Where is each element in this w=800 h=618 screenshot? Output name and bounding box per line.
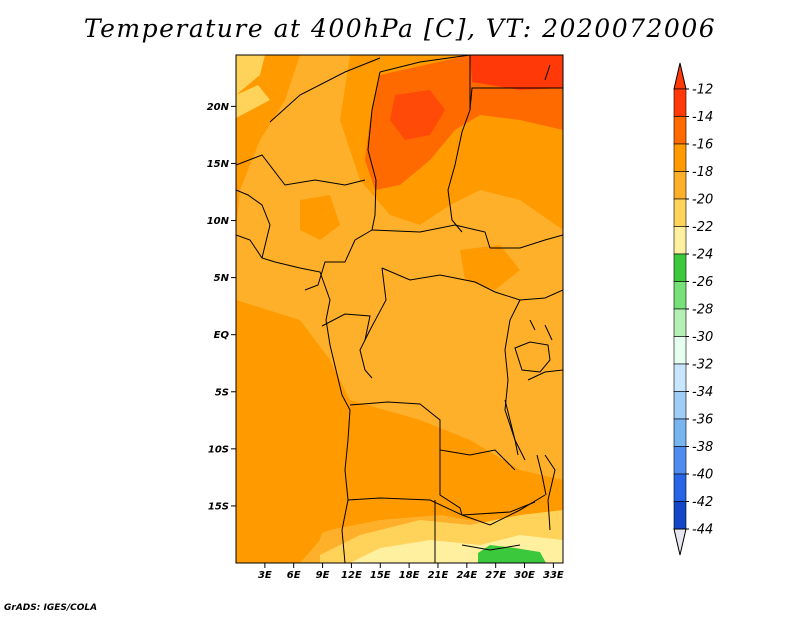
temperature-field: [236, 55, 563, 563]
lat-tick-label: 10N: [207, 216, 230, 227]
colorbar-swatch: [673, 143, 687, 172]
boundary-mozambique: [544, 454, 556, 531]
lon-tick-label: 27E: [485, 570, 506, 581]
boundary-car-south: [381, 267, 521, 301]
colorbar-swatch: [673, 391, 687, 420]
longitude-axis: 3E 6E 9E 12E 15E 18E 21E 24E 27E 30E 33E: [258, 563, 564, 581]
colorbar-swatch: [673, 336, 687, 365]
field-band-southwest: [236, 390, 330, 563]
colorbar-label: -42: [692, 495, 713, 510]
lon-tick-label: 21E: [428, 570, 449, 581]
colorbar-legend: -12 -14 -16 -18 -20 -22 -24 -26 -28 -30 -32 -34 -36 -…: [673, 62, 713, 556]
field-hot-northeast: [470, 55, 563, 90]
boundary-libya-chad: [379, 55, 471, 73]
colorbar-swatch: [673, 171, 687, 200]
lon-tick-label: 3E: [258, 570, 272, 581]
lon-tick-label: 30E: [514, 570, 535, 581]
boundary-nigeria-cameroon: [304, 229, 373, 291]
colorbar-swatch: [673, 473, 687, 502]
boundary-west-africa: [236, 189, 271, 259]
map-frame: [235, 54, 564, 564]
lat-tick-label: 10S: [208, 444, 229, 455]
boundary-west-coast: [236, 234, 351, 563]
boundary-lake-tanganyika: [504, 399, 519, 456]
field-cool-northwest-2: [236, 85, 270, 118]
map-title: Temperature at 400hPa [C], VT: 202007200…: [83, 14, 717, 43]
lon-tick-label: 6E: [287, 570, 301, 581]
boundary-lake-malawi: [536, 454, 547, 496]
boundary-lake-victoria: [514, 341, 551, 373]
colorbar-swatch: [673, 116, 687, 145]
boundary-chad-sudan-west: [447, 109, 471, 233]
colorbar-label: -32: [692, 358, 713, 373]
colorbar-swatch: [673, 446, 687, 475]
colorbar-top-arrow: [673, 62, 687, 90]
boundary-angola-drc: [349, 401, 516, 471]
boundary-angola-namibia: [347, 497, 536, 516]
colorbar-label: -20: [692, 193, 713, 208]
lat-tick-label: 20N: [207, 102, 230, 113]
lon-tick-label: 9E: [316, 570, 330, 581]
colorbar-label: -24: [692, 248, 713, 263]
lon-tick-label: 24E: [456, 570, 477, 581]
colorbar-swatch: [673, 501, 687, 530]
colorbar-swatch: [673, 418, 687, 447]
boundary-sudan-south: [490, 234, 563, 249]
colorbar-swatch: [673, 198, 687, 227]
colorbar-swatch: [673, 281, 687, 310]
colorbar-swatch: [673, 88, 687, 117]
colorbar-label: -14: [692, 110, 713, 125]
colorbar-swatch: [673, 226, 687, 255]
boundary-chad-car: [371, 224, 491, 249]
field-patch-central: [300, 195, 340, 240]
colorbar-label: -22: [692, 220, 713, 235]
colorbar-label: -38: [692, 440, 713, 455]
colorbar-swatch: [673, 363, 687, 392]
field-hot-spot: [390, 90, 445, 140]
boundary-egypt-sudan: [469, 55, 563, 111]
colorbar-swatch: [673, 308, 687, 337]
lat-tick-label: EQ: [214, 330, 230, 341]
boundary-east-african: [519, 289, 563, 301]
colorbar-swatch: [673, 253, 687, 282]
lon-tick-label: 12E: [341, 570, 362, 581]
colorbar-label: -12: [692, 83, 713, 98]
boundary-zambia-zimbabwe: [461, 494, 546, 526]
colorbar-label: -40: [692, 468, 713, 483]
lat-tick-label: 15N: [207, 159, 230, 170]
field-patch-east: [460, 245, 520, 290]
colorbar-label: -30: [692, 330, 713, 345]
boundary-niger-chad: [367, 71, 381, 231]
boundary-niger-nigeria: [236, 154, 366, 186]
boundary-angola-zambia: [439, 450, 463, 516]
grads-credit: GrADS: IGES/COLA: [4, 603, 98, 613]
colorbar-label: -34: [692, 385, 713, 400]
field-cool-northwest: [236, 55, 265, 95]
latitude-axis: 20N 15N 10N 5N EQ 5S 10S 15S: [207, 102, 236, 512]
boundary-algeria-niger: [269, 57, 381, 123]
colorbar-label: -16: [692, 138, 713, 153]
boundary-lakes-small: [529, 64, 553, 341]
lat-tick-label: 15S: [208, 501, 229, 512]
colorbar-label: -28: [692, 303, 713, 318]
colorbar-label: -36: [692, 413, 713, 428]
boundary-gabon-congo: [321, 313, 371, 341]
lat-tick-label: 5N: [214, 273, 230, 284]
lon-tick-label: 15E: [370, 570, 391, 581]
colorbar-bottom-arrow: [673, 528, 687, 556]
colorbar-label: -26: [692, 275, 713, 290]
lon-tick-label: 18E: [399, 570, 420, 581]
boundary-tanzania: [527, 369, 563, 381]
lon-tick-label: 33E: [543, 570, 564, 581]
boundary-botswana-south: [461, 544, 521, 551]
colorbar-label: -18: [692, 165, 713, 180]
country-boundaries: [236, 55, 563, 563]
lat-tick-label: 5S: [215, 387, 229, 398]
colorbar-label: -44: [692, 523, 713, 538]
